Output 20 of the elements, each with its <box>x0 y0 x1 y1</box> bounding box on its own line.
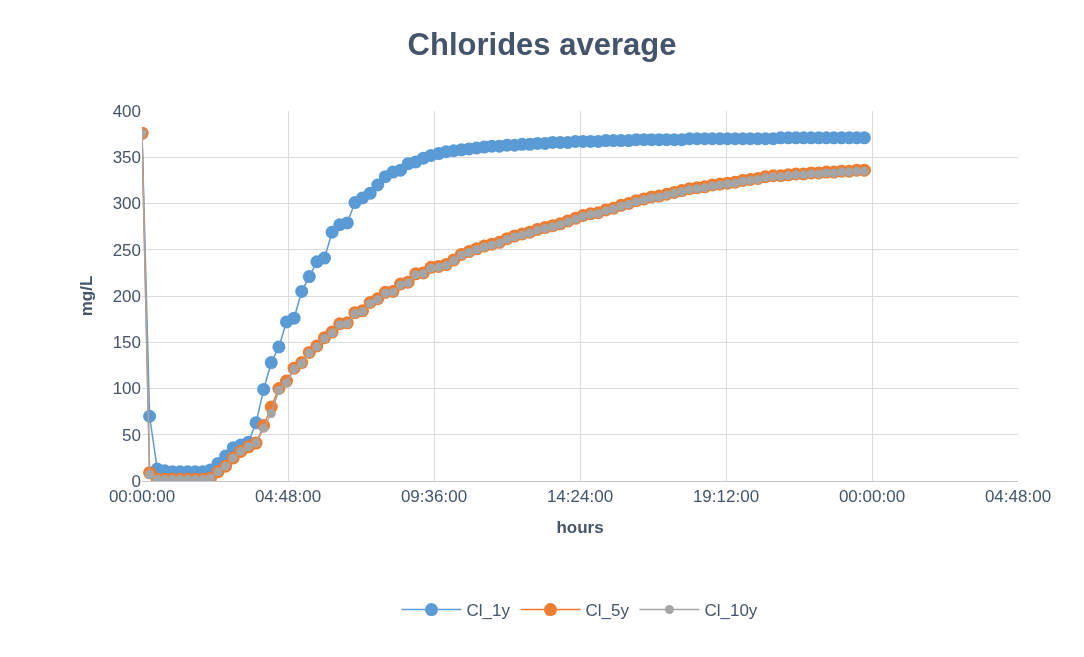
legend-label: Cl_10y <box>704 601 758 621</box>
y-tick-label: 200 <box>112 286 141 306</box>
y-tick-label: 350 <box>112 148 141 168</box>
y-axis-title: mg/L <box>77 275 97 317</box>
y-tick-label: 400 <box>112 101 141 121</box>
x-tick-label: 04:48:00 <box>984 487 1052 507</box>
y-tick-label: 300 <box>112 194 141 214</box>
chart-title: Chlorides average <box>407 26 677 62</box>
x-tick-label: 14:24:00 <box>546 487 614 507</box>
y-tick-label: 100 <box>112 379 141 399</box>
x-tick-label: 00:00:00 <box>838 487 906 507</box>
x-tick-label: 19:12:00 <box>692 487 760 507</box>
x-axis-title: hours <box>556 517 604 537</box>
y-tick-label: 250 <box>112 240 141 260</box>
x-tick-label: 04:48:00 <box>254 487 322 507</box>
y-tick-label: 50 <box>122 425 141 445</box>
x-tick-label: 09:36:00 <box>400 487 468 507</box>
legend-label: Cl_1y <box>466 601 511 621</box>
y-tick-label: 150 <box>112 333 141 353</box>
legend-label: Cl_5y <box>585 601 630 621</box>
